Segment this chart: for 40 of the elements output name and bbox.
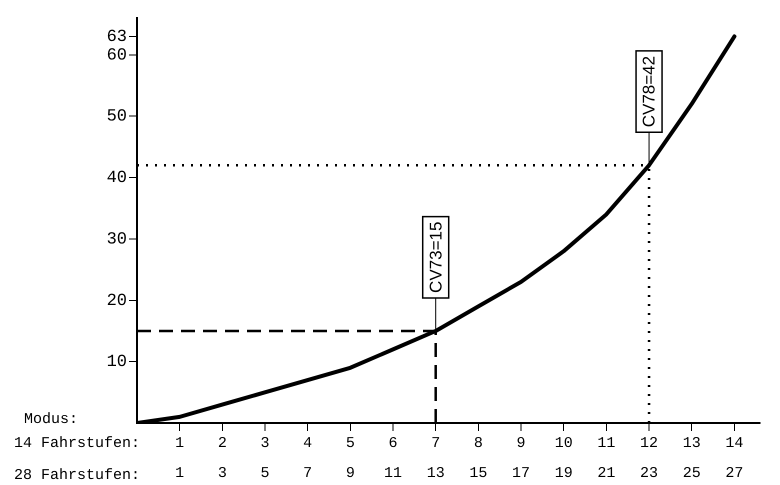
y-tick-label: 40 [106, 169, 127, 188]
x-tick-label: 4 [303, 434, 312, 452]
x2-tick-label: 17 [512, 464, 530, 482]
x2-tick-label: 23 [640, 464, 658, 482]
x-tick-label: 2 [218, 434, 227, 452]
y-tick-label: 50 [106, 108, 127, 127]
x-tick-label: 7 [431, 434, 440, 452]
x-tick-label: 13 [682, 434, 701, 452]
y-tick-label: 60 [106, 46, 127, 66]
text: 28 Fahrstufen: [14, 466, 140, 484]
x2-tick-label: 21 [597, 464, 616, 482]
x-tick-label: 5 [346, 434, 355, 452]
y-tick-label: 10 [106, 353, 127, 372]
x2-tick-label: 13 [426, 464, 445, 482]
annotation: CV78=42 [640, 56, 659, 128]
x2-tick-label: 1 [175, 464, 184, 482]
y-tick-label: 30 [106, 230, 127, 250]
annotation: CV73=15 [426, 222, 446, 293]
x2-tick-label: 9 [346, 464, 355, 482]
x2-tick-label: 25 [682, 464, 701, 482]
x-tick-label: 1 [175, 434, 184, 452]
x-tick-label: 10 [554, 434, 573, 452]
y-tick-label: 63 [106, 28, 127, 47]
x-tick-label: 9 [516, 434, 526, 452]
x-axis-title: Modus: [24, 410, 78, 428]
x-tick-label: 12 [640, 434, 658, 452]
x2-tick-label: 19 [554, 464, 573, 482]
x-tick-label: 3 [260, 434, 270, 452]
x-tick-label: 8 [474, 434, 483, 452]
x2-tick-label: 27 [725, 464, 744, 482]
x2-tick-label: 7 [303, 464, 312, 482]
x2-tick-label: 5 [260, 464, 270, 482]
x-tick-label: 6 [388, 434, 398, 452]
x-tick-label: 14 [725, 434, 744, 452]
x-tick-label: 11 [597, 434, 616, 452]
x2-tick-label: 3 [218, 464, 227, 482]
text: 14 Fahrstufen: [14, 434, 140, 452]
x2-tick-label: 11 [384, 464, 402, 482]
x2-tick-label: 15 [469, 464, 488, 482]
y-tick-label: 20 [106, 292, 127, 311]
